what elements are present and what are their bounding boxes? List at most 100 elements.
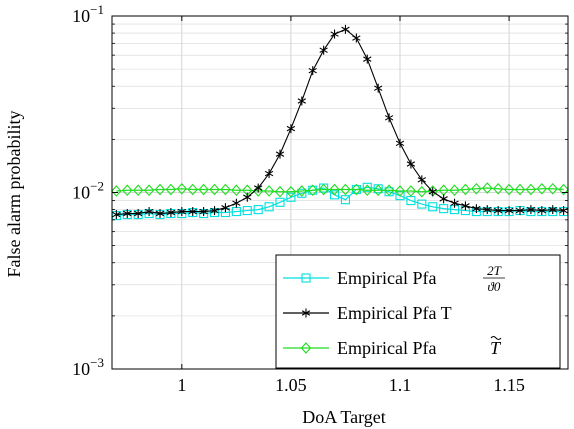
legend-label: Empirical Pfa xyxy=(337,268,436,288)
data-point xyxy=(188,207,197,217)
data-point xyxy=(187,183,198,196)
data-point xyxy=(503,183,515,196)
data-point xyxy=(482,182,493,194)
data-point xyxy=(340,183,351,196)
data-point xyxy=(405,185,417,197)
legend-fraction-denominator: ϑ0 xyxy=(488,279,501,294)
plot-series xyxy=(111,24,569,221)
data-point xyxy=(494,206,503,216)
data-point xyxy=(374,83,383,93)
data-point xyxy=(198,183,209,196)
y-tick-exponent: −1 xyxy=(90,2,104,17)
data-point xyxy=(264,202,274,212)
legend-tilde-accent xyxy=(490,336,502,340)
data-point xyxy=(112,210,121,220)
data-point xyxy=(210,206,219,216)
data-point xyxy=(209,183,220,196)
legend-name: Empirical Pfa xyxy=(337,338,436,358)
legend-swatch-marker xyxy=(300,342,312,354)
data-point xyxy=(559,206,568,216)
data-point xyxy=(460,183,471,196)
data-point xyxy=(558,183,569,196)
data-point xyxy=(526,205,536,215)
data-point xyxy=(143,184,155,197)
series-line xyxy=(116,187,564,193)
legend-entry: Empirical Pfa T xyxy=(283,336,502,358)
grid xyxy=(112,16,568,369)
y-tick-label: 10−1 xyxy=(72,2,104,26)
data-point xyxy=(351,183,362,196)
data-point xyxy=(548,205,557,215)
data-point xyxy=(286,192,296,202)
y-tick-base: 10 xyxy=(72,183,90,203)
x-tick-label: 1.1 xyxy=(389,375,412,395)
legend-box xyxy=(275,254,561,369)
data-point xyxy=(416,185,428,198)
data-point xyxy=(525,183,537,196)
data-point xyxy=(547,182,558,195)
data-point xyxy=(492,182,504,195)
data-point xyxy=(330,29,339,39)
data-point xyxy=(275,149,285,159)
data-point xyxy=(308,66,317,76)
data-point xyxy=(428,187,437,197)
data-point xyxy=(264,169,274,179)
series-1 xyxy=(112,24,568,220)
data-point xyxy=(536,182,548,195)
data-point xyxy=(384,113,394,123)
data-point xyxy=(450,198,459,208)
legend-entry: Empirical Pfa T xyxy=(283,303,452,323)
data-point xyxy=(165,183,177,196)
data-point xyxy=(111,185,122,197)
x-tick-label: 1.15 xyxy=(493,375,525,395)
data-point xyxy=(232,198,241,208)
data-point xyxy=(395,191,405,201)
legend-label: Empirical Pfa T xyxy=(337,303,452,323)
data-point xyxy=(439,204,449,214)
data-point xyxy=(307,184,318,197)
data-point xyxy=(329,190,340,200)
data-point xyxy=(242,206,252,216)
data-point xyxy=(318,183,329,196)
data-point xyxy=(341,24,350,34)
data-point xyxy=(253,205,263,215)
y-tick-exponent: −3 xyxy=(90,355,104,370)
data-point xyxy=(254,183,263,193)
y-tick-label: 10−2 xyxy=(72,179,104,203)
data-point xyxy=(221,203,230,213)
legend-swatch-marker xyxy=(301,273,311,283)
legend-swatch-marker xyxy=(301,308,311,318)
data-point xyxy=(275,197,285,207)
data-point xyxy=(394,185,406,197)
data-point xyxy=(296,185,308,197)
data-point xyxy=(461,201,470,211)
data-point xyxy=(449,184,460,197)
data-point xyxy=(286,124,296,134)
data-point xyxy=(406,159,416,169)
y-axis-label: False alarm probability xyxy=(4,111,24,278)
data-point xyxy=(123,209,132,219)
data-point xyxy=(362,184,373,197)
data-point xyxy=(134,209,143,219)
y-tick-label: 10−3 xyxy=(72,355,104,379)
data-point xyxy=(363,54,372,64)
data-point xyxy=(537,206,546,216)
data-point xyxy=(166,208,176,218)
data-point xyxy=(472,204,481,214)
data-point xyxy=(439,194,448,204)
data-point xyxy=(417,199,427,209)
data-point xyxy=(340,195,351,205)
data-point xyxy=(515,206,525,216)
data-point xyxy=(243,192,252,202)
data-point xyxy=(155,209,165,219)
data-point xyxy=(319,45,328,55)
data-point xyxy=(177,207,186,217)
data-point xyxy=(395,138,405,148)
y-tick-base: 10 xyxy=(72,6,90,26)
legend-name: Empirical Pfa T xyxy=(337,303,452,323)
x-axis-label: DoA Target xyxy=(302,407,386,427)
x-tick-label: 1 xyxy=(177,375,186,395)
legend-math-symbol: T xyxy=(490,338,502,358)
